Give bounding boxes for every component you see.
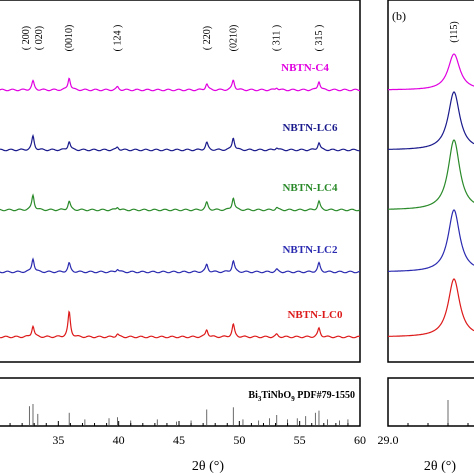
series-label-nbtn-lc4: NBTN-LC4 [282, 182, 338, 194]
series-label-nbtn-lc6: NBTN-LC6 [282, 122, 338, 134]
panel-b-series-line [387, 278, 474, 337]
panel-b-series-line [387, 91, 474, 150]
peak-label: (0210) [228, 25, 239, 52]
x-tick-label: 45 [173, 433, 185, 447]
panel-b-x-tick-label: 29.0 [378, 433, 399, 447]
panel-b-series-line [388, 139, 474, 210]
reference-label-part: Bi [248, 390, 258, 401]
panel-a-x-axis-title: 2θ (°) [192, 459, 224, 474]
panel-a-frame [0, 0, 361, 363]
panel-b-frame [387, 0, 474, 363]
panel-b-x-axis-title: 2θ (°) [424, 459, 456, 474]
peak-label: ( 220) [202, 26, 213, 50]
series-line-nbtn-lc0 [0, 310, 361, 339]
reference-label-subscript: 3 [258, 395, 262, 403]
peak-label: (0010) [64, 25, 75, 52]
panel-b-series-line [388, 53, 474, 91]
series-label-nbtn-lc0: NBTN-LC0 [287, 309, 343, 321]
panel-b-series-line [388, 209, 474, 272]
peak-label: ( 020) [34, 26, 45, 50]
peak-label: ( 124 ) [112, 25, 123, 52]
panel-b-peak-label: (115) [449, 21, 460, 42]
series-line-nbtn-lc6 [0, 133, 361, 152]
peak-label: ( 200) [21, 26, 32, 50]
panel-b-ref-frame [387, 377, 474, 427]
reference-label-part: TiNbO [261, 390, 291, 401]
panel-b-tag: (b) [392, 9, 406, 23]
x-tick-label: 50 [233, 433, 245, 447]
series-line-nbtn-lc4 [0, 193, 361, 212]
series-label-nbtn-c4: NBTN-C4 [281, 62, 329, 74]
series-label-nbtn-lc2: NBTN-LC2 [282, 244, 338, 256]
reference-label-part: PDF#79-1550 [295, 390, 355, 401]
x-tick-label: 60 [354, 433, 366, 447]
series-line-nbtn-lc2 [0, 257, 361, 274]
peak-label: ( 315 ) [314, 25, 325, 52]
x-tick-label: 40 [113, 433, 125, 447]
panel-a: ( 200)( 020) (0010) ( 124 ) ( 220) (0210) ( 3… [0, 0, 366, 474]
panel-b: (b) (115) 29.029.5 2θ (°) [378, 0, 474, 474]
series-line-nbtn-c4 [0, 77, 361, 92]
reference-label: Bi3TiNbO9 PDF#79-1550 [248, 390, 355, 403]
peak-label: ( 311 ) [272, 25, 283, 51]
x-tick-label: 35 [52, 433, 64, 447]
reference-label-subscript: 9 [291, 395, 295, 403]
x-tick-label: 55 [294, 433, 306, 447]
